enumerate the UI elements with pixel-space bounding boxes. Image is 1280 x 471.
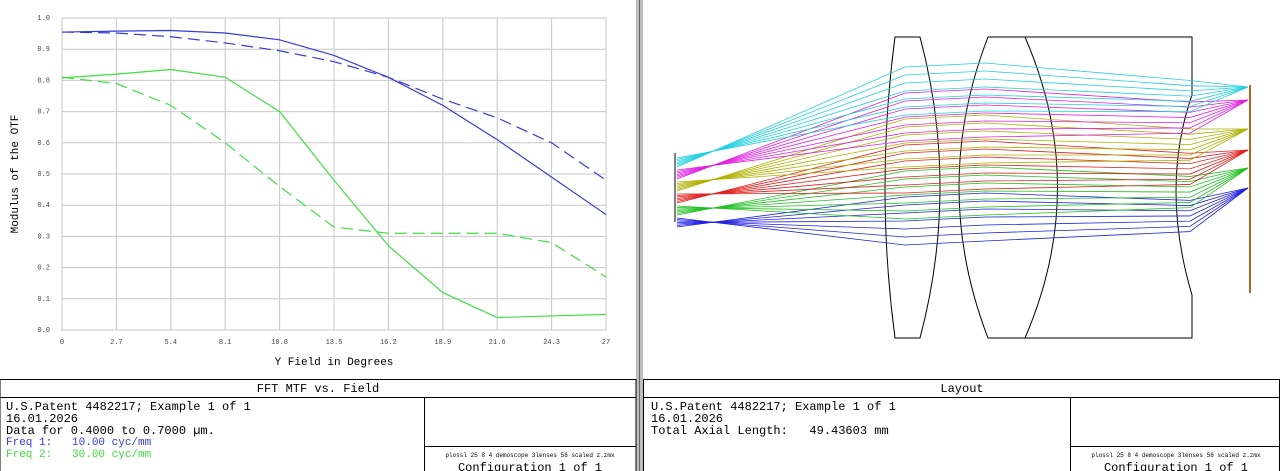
ray xyxy=(676,99,1249,177)
configuration: Configuration 1 of 1 xyxy=(458,461,602,471)
y-tick-label: 0.9 xyxy=(37,46,50,54)
x-tick-label: 2.7 xyxy=(110,339,123,347)
x-tick-label: 18.9 xyxy=(434,339,451,347)
freq-legend: Freq 2: 30.00 cyc/mm xyxy=(6,449,152,461)
x-tick-label: 10.8 xyxy=(271,339,288,347)
mtf-line xyxy=(61,76,607,278)
info-line: Total Axial Length: 49.43603 mm xyxy=(651,424,889,438)
ray xyxy=(676,187,1249,246)
ray xyxy=(676,88,1249,180)
ray xyxy=(676,96,1249,178)
file-name: plossl 25 8 4 demoscope 3lenses 56 scale… xyxy=(445,452,615,459)
ray xyxy=(676,99,1249,172)
mtf-line xyxy=(61,31,607,181)
ray xyxy=(676,114,1248,192)
ray xyxy=(676,62,1249,168)
ray xyxy=(676,149,1249,201)
ray xyxy=(676,187,1249,230)
ray xyxy=(676,122,1249,190)
mtf-line xyxy=(61,68,607,319)
ray xyxy=(676,128,1249,184)
ray xyxy=(676,187,1249,228)
configuration: Configuration 1 of 1 xyxy=(1104,461,1248,471)
x-tick-label: 8.1 xyxy=(219,339,232,347)
window-title: FFT MTF vs. Field xyxy=(257,382,379,396)
info-frame xyxy=(0,379,637,471)
ray xyxy=(676,167,1249,212)
ray xyxy=(676,187,1249,225)
info-line: Data for 0.4000 to 0.7000 µm. xyxy=(6,424,215,438)
ray xyxy=(676,149,1249,198)
ray xyxy=(676,86,1249,160)
ray xyxy=(676,187,1249,223)
x-tick-label: 5.4 xyxy=(164,339,177,347)
y-axis-label: Modulus of the OTF xyxy=(10,115,22,234)
ray xyxy=(676,149,1249,199)
y-tick-label: 0.4 xyxy=(37,202,50,210)
x-tick-label: 24.3 xyxy=(543,339,560,347)
file-name: plossl 25 8 4 demoscope 3lenses 56 scale… xyxy=(1091,452,1261,459)
ray xyxy=(676,128,1249,186)
y-tick-label: 0.6 xyxy=(37,140,50,148)
ray xyxy=(676,99,1249,175)
ray xyxy=(676,128,1249,189)
lens-layout xyxy=(674,36,1251,339)
x-axis-label: Y Field in Degrees xyxy=(275,357,394,369)
y-tick-label: 1.0 xyxy=(37,15,50,23)
ray xyxy=(676,187,1249,238)
ray xyxy=(676,99,1249,174)
ray xyxy=(676,166,1249,216)
ray xyxy=(676,187,1249,226)
ray xyxy=(676,128,1249,183)
ray xyxy=(676,99,1249,171)
y-tick-label: 0.3 xyxy=(37,233,50,241)
ray xyxy=(676,167,1249,213)
y-tick-label: 0.1 xyxy=(37,296,50,304)
x-tick-label: 27 xyxy=(602,339,610,347)
mtf-line xyxy=(61,29,607,216)
lens xyxy=(884,36,941,339)
y-tick-label: 0.8 xyxy=(37,77,50,85)
x-tick-label: 21.6 xyxy=(489,339,506,347)
ray xyxy=(676,78,1249,165)
info-line: 16.01.2026 xyxy=(651,412,723,426)
x-tick-label: 13.5 xyxy=(326,339,343,347)
ray xyxy=(676,86,1249,163)
ray xyxy=(676,167,1249,210)
ray xyxy=(676,149,1249,196)
y-tick-label: 0.5 xyxy=(37,171,50,179)
ray xyxy=(676,148,1249,202)
ray xyxy=(676,167,1249,214)
x-tick-label: 0 xyxy=(60,339,64,347)
ray xyxy=(676,128,1249,187)
info-line: 16.01.2026 xyxy=(6,412,78,426)
info-line: U.S.Patent 4482217; Example 1 of 1 xyxy=(6,400,251,414)
ray xyxy=(676,149,1249,195)
ray xyxy=(676,70,1249,166)
y-tick-label: 0.7 xyxy=(37,109,50,117)
freq-legend: Freq 1: 10.00 cyc/mm xyxy=(6,437,152,449)
ray xyxy=(676,86,1249,159)
window-title: Layout xyxy=(940,382,983,396)
y-tick-label: 0.2 xyxy=(37,265,50,273)
ray xyxy=(676,140,1249,204)
y-tick-label: 0.0 xyxy=(37,327,50,335)
info-line: U.S.Patent 4482217; Example 1 of 1 xyxy=(651,400,896,414)
ray xyxy=(676,86,1249,162)
ray xyxy=(676,167,1249,211)
ray xyxy=(676,167,1249,220)
x-tick-label: 16.2 xyxy=(380,339,397,347)
